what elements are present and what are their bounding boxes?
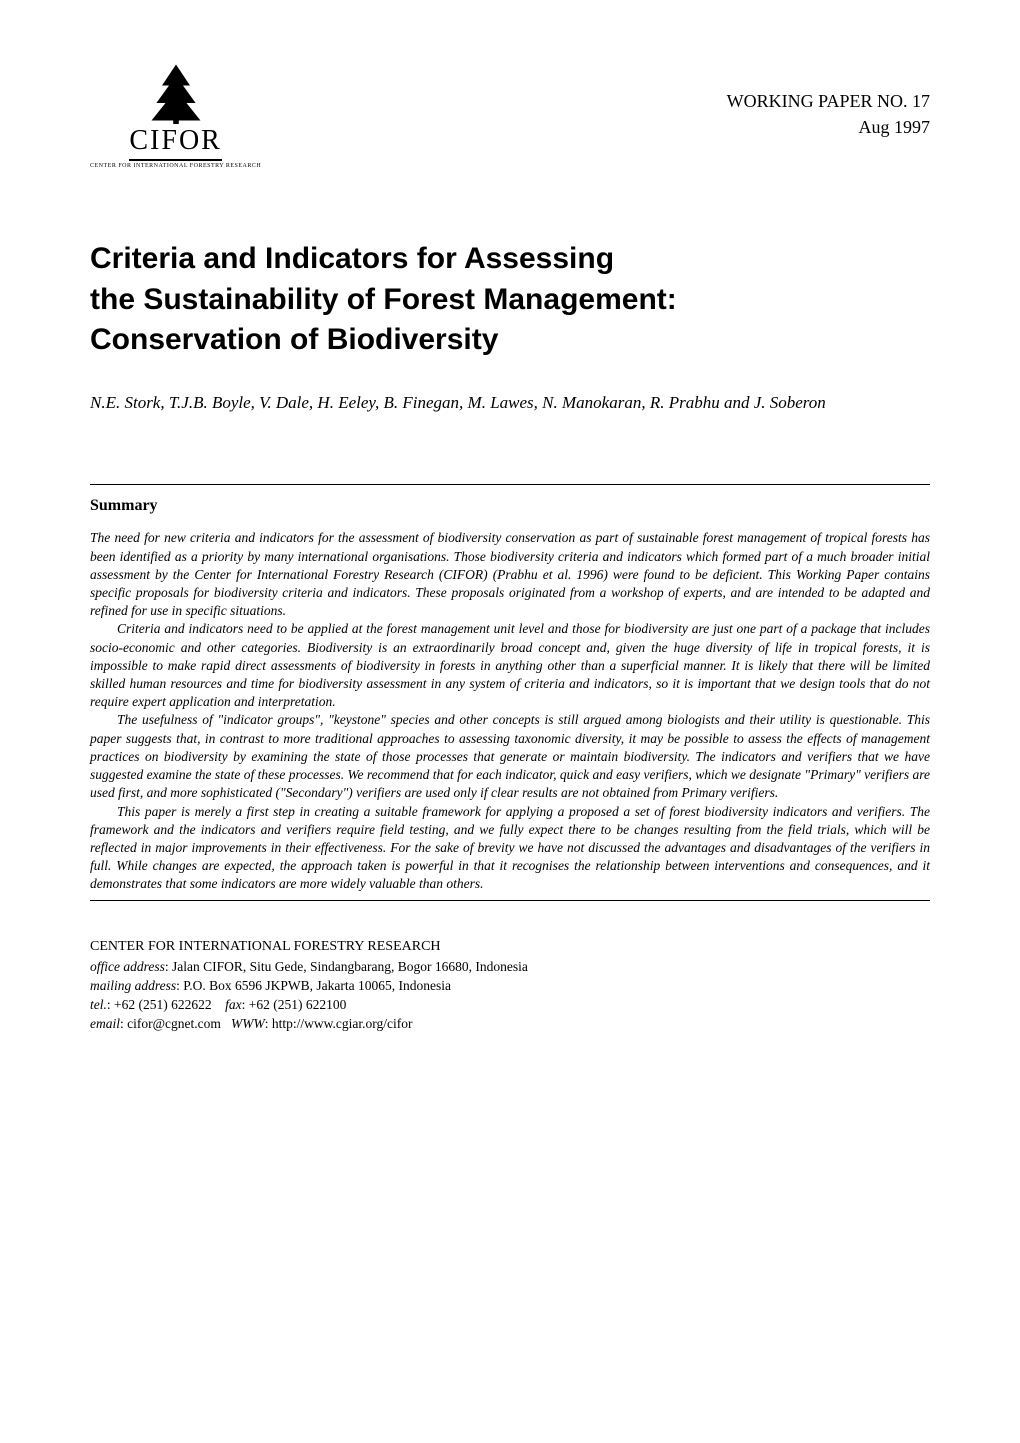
authors: N.E. Stork, T.J.B. Boyle, V. Dale, H. Ee… — [90, 391, 930, 415]
logo-subtext: CENTER FOR INTERNATIONAL FORESTRY RESEAR… — [90, 163, 261, 169]
summary-body: The need for new criteria and indicators… — [90, 529, 930, 893]
header-meta: WORKING PAPER NO. 17 Aug 1997 — [727, 89, 930, 139]
office-value: : Jalan CIFOR, Situ Gede, Sindangbarang,… — [165, 959, 528, 974]
summary-rule-top — [90, 484, 930, 485]
summary-rule-bottom — [90, 900, 930, 901]
summary-paragraph: Criteria and indicators need to be appli… — [90, 620, 930, 711]
summary-paragraph: The usefulness of "indicator groups", "k… — [90, 711, 930, 802]
email-label: email — [90, 1016, 120, 1031]
tel-label: tel. — [90, 997, 107, 1012]
tree-icon — [141, 60, 211, 125]
working-paper-number: WORKING PAPER NO. 17 — [727, 89, 930, 114]
footer-email-www: email: cifor@cgnet.com WWW: http://www.c… — [90, 1015, 930, 1034]
publication-date: Aug 1997 — [727, 115, 930, 140]
summary-heading: Summary — [90, 497, 930, 515]
footer-tel-fax: tel.: +62 (251) 622622 fax: +62 (251) 62… — [90, 996, 930, 1015]
header-row: CIFOR CENTER FOR INTERNATIONAL FORESTRY … — [90, 60, 930, 169]
mailing-label: mailing address — [90, 978, 176, 993]
summary-paragraph: The need for new criteria and indicators… — [90, 529, 930, 620]
footer-office-address: office address: Jalan CIFOR, Situ Gede, … — [90, 958, 930, 977]
mailing-value: : P.O. Box 6596 JKPWB, Jakarta 10065, In… — [176, 978, 451, 993]
www-label: WWW — [231, 1016, 265, 1031]
title-line-1: Criteria and Indicators for Assessing — [90, 242, 614, 275]
footer-mailing-address: mailing address: P.O. Box 6596 JKPWB, Ja… — [90, 977, 930, 996]
title-line-3: Conservation of Biodiversity — [90, 323, 498, 356]
logo-text: CIFOR — [129, 125, 221, 161]
footer-org-name: CENTER FOR INTERNATIONAL FORESTRY RESEAR… — [90, 937, 930, 957]
footer-block: CENTER FOR INTERNATIONAL FORESTRY RESEAR… — [90, 937, 930, 1034]
tel-value: : +62 (251) 622622 — [107, 997, 212, 1012]
email-value: : cifor@cgnet.com — [120, 1016, 221, 1031]
logo-block: CIFOR CENTER FOR INTERNATIONAL FORESTRY … — [90, 60, 261, 169]
summary-paragraph: This paper is merely a first step in cre… — [90, 803, 930, 894]
title-line-2: the Sustainability of Forest Management: — [90, 283, 677, 316]
fax-label: fax — [225, 997, 242, 1012]
office-label: office address — [90, 959, 165, 974]
www-value: : http://www.cgiar.org/cifor — [265, 1016, 413, 1031]
fax-value: : +62 (251) 622100 — [242, 997, 347, 1012]
paper-title: Criteria and Indicators for Assessing th… — [90, 239, 930, 361]
